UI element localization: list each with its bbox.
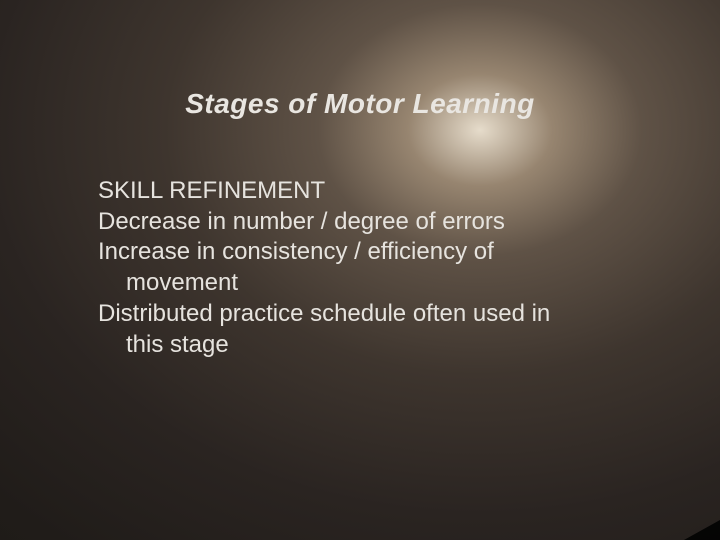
body-line: movement [98, 268, 650, 299]
corner-fold-icon [684, 520, 720, 540]
body-line: Increase in consistency / efficiency of [98, 237, 650, 268]
body-line: this stage [98, 330, 650, 361]
body-line: SKILL REFINEMENT [98, 176, 650, 207]
body-line: Distributed practice schedule often used… [98, 299, 650, 330]
slide-body: SKILL REFINEMENT Decrease in number / de… [98, 176, 650, 360]
slide: Stages of Motor Learning SKILL REFINEMEN… [0, 0, 720, 540]
body-line: Decrease in number / degree of errors [98, 207, 650, 238]
slide-title: Stages of Motor Learning [0, 88, 720, 120]
